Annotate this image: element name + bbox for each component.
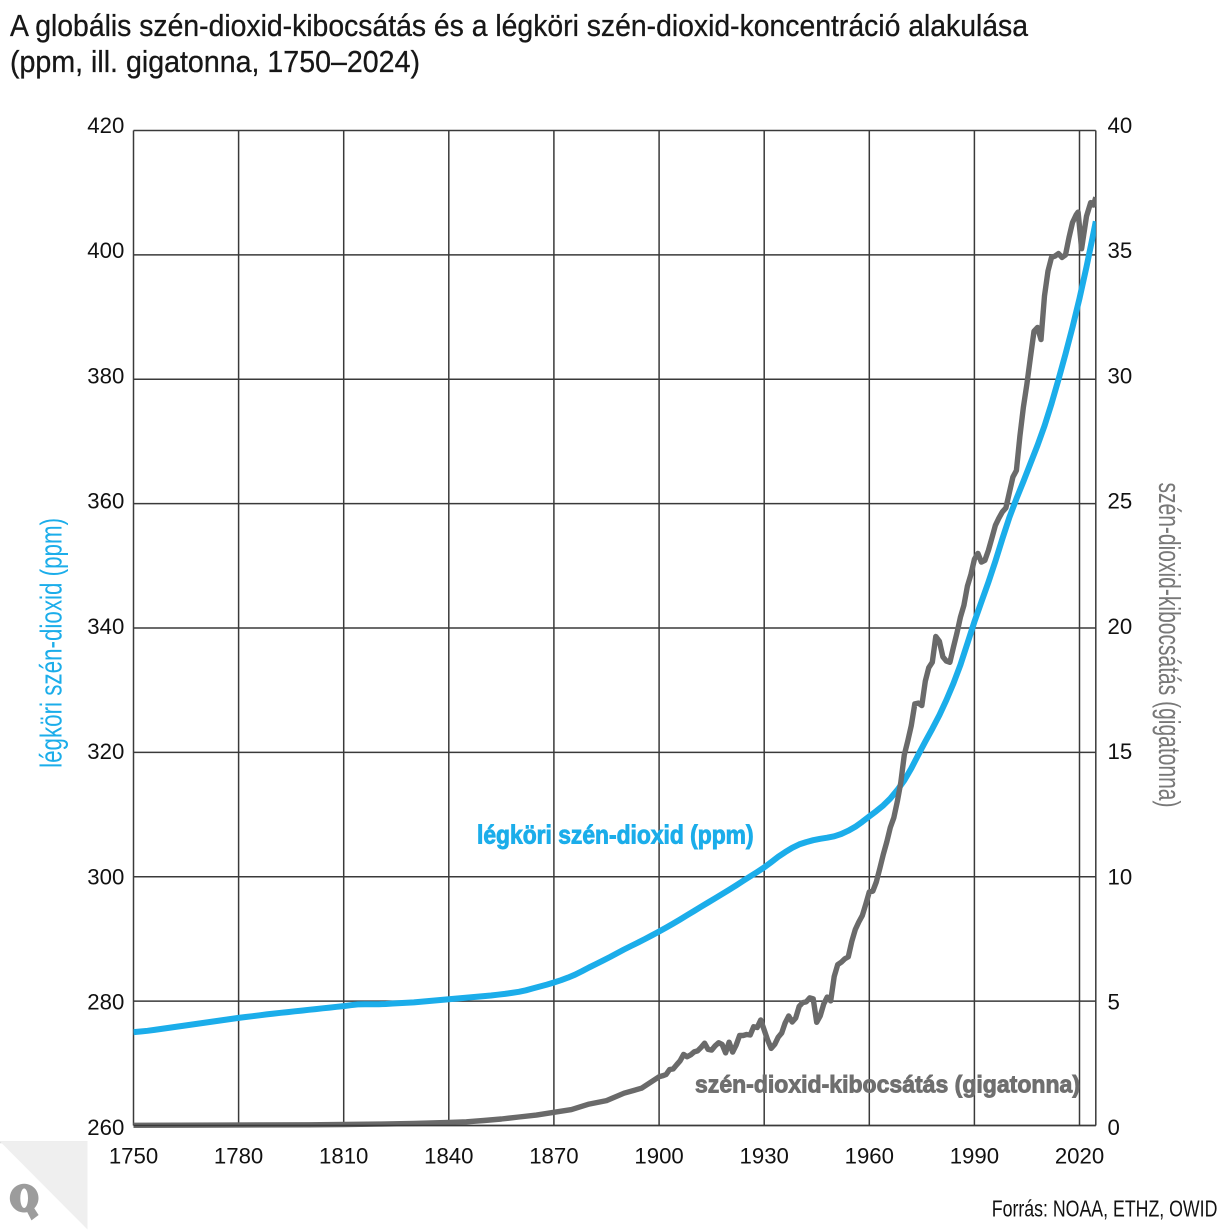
svg-text:5: 5 (1108, 990, 1120, 1015)
svg-text:(ppm, ill. gigatonna, 1750–202: (ppm, ill. gigatonna, 1750–2024) (10, 44, 420, 79)
svg-text:40: 40 (1108, 113, 1133, 138)
svg-text:1990: 1990 (950, 1144, 999, 1169)
svg-text:1750: 1750 (109, 1144, 158, 1169)
svg-text:360: 360 (87, 489, 124, 514)
svg-text:0: 0 (1108, 1115, 1120, 1140)
svg-text:1960: 1960 (845, 1144, 894, 1169)
svg-text:15: 15 (1108, 739, 1133, 764)
svg-text:300: 300 (87, 865, 124, 890)
svg-text:380: 380 (87, 363, 124, 388)
svg-text:légköri szén-dioxid (ppm): légköri szén-dioxid (ppm) (34, 518, 69, 768)
svg-text:400: 400 (87, 238, 124, 263)
svg-text:1900: 1900 (634, 1144, 683, 1169)
svg-text:Forrás: NOAA, ETHZ, OWID: Forrás: NOAA, ETHZ, OWID (992, 1196, 1218, 1222)
svg-text:1840: 1840 (424, 1144, 473, 1169)
svg-text:340: 340 (87, 614, 124, 639)
svg-text:30: 30 (1108, 363, 1133, 388)
svg-text:10: 10 (1108, 865, 1133, 890)
svg-text:A globális szén-dioxid-kibocsá: A globális szén-dioxid-kibocsátás és a l… (10, 8, 1029, 43)
svg-text:szén-dioxid-kibocsátás (gigato: szén-dioxid-kibocsátás (gigatonna) (695, 1072, 1080, 1099)
svg-text:2020: 2020 (1055, 1144, 1104, 1169)
svg-text:320: 320 (87, 739, 124, 764)
svg-text:35: 35 (1108, 238, 1133, 263)
svg-text:1930: 1930 (740, 1144, 789, 1169)
svg-text:szén-dioxid-kibocsátás (gigato: szén-dioxid-kibocsátás (gigatonna) (1152, 483, 1187, 808)
svg-text:1810: 1810 (319, 1144, 368, 1169)
svg-text:1780: 1780 (214, 1144, 263, 1169)
svg-text:20: 20 (1108, 614, 1133, 639)
svg-text:25: 25 (1108, 489, 1133, 514)
svg-text:420: 420 (87, 113, 124, 138)
svg-text:260: 260 (87, 1115, 124, 1140)
svg-text:1870: 1870 (529, 1144, 578, 1169)
svg-text:280: 280 (87, 990, 124, 1015)
svg-text:légköri szén-dioxid (ppm): légköri szén-dioxid (ppm) (477, 820, 754, 850)
